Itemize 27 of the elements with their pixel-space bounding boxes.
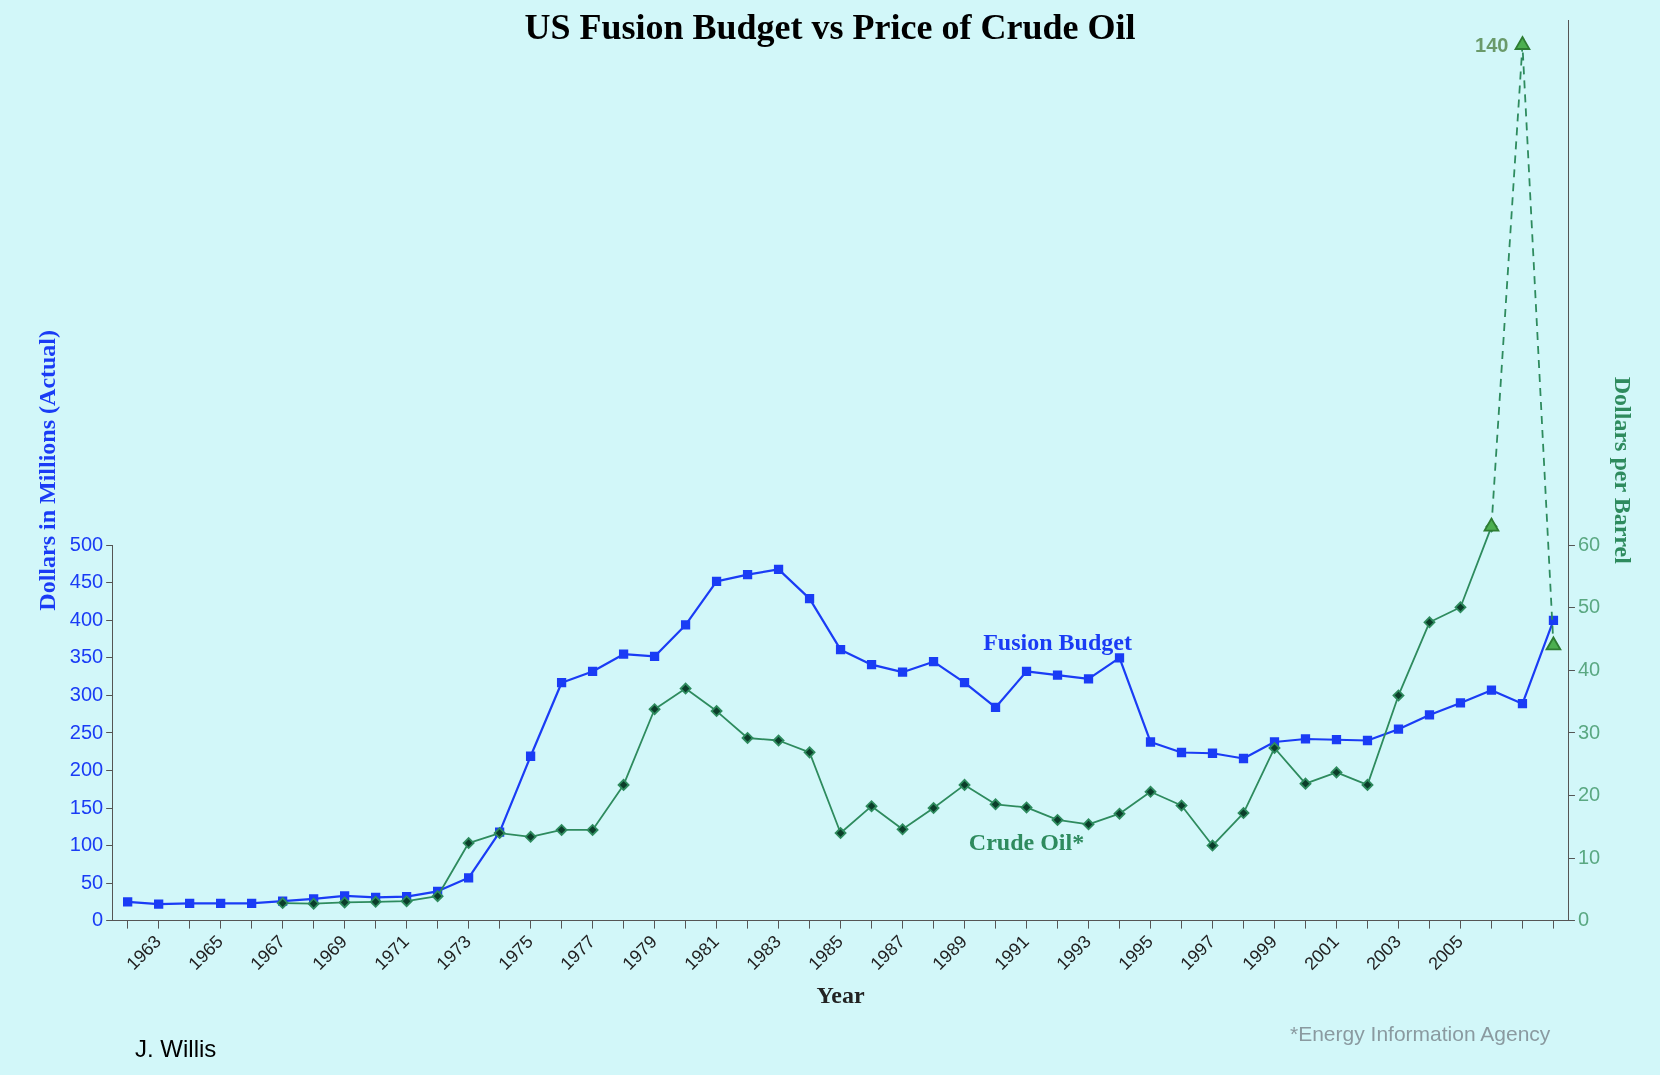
y-tick-label: 400 xyxy=(69,607,104,630)
y-tick-label: 300 xyxy=(69,682,104,705)
text: J. Willis xyxy=(135,1035,217,1063)
y2-tick-label: 0 xyxy=(1577,908,1590,931)
y2-tick-label: 20 xyxy=(1577,783,1601,806)
y2-axis-title: Dollars per Barrel xyxy=(1610,376,1637,565)
data-label: 140 xyxy=(1475,34,1509,57)
y2-tick-label: 30 xyxy=(1577,720,1601,743)
y-tick-label: 450 xyxy=(69,570,104,593)
y-tick-label: 250 xyxy=(69,720,104,743)
y-tick-label: 500 xyxy=(69,532,104,555)
series-label: Fusion Budget xyxy=(983,629,1132,656)
y-tick-label: 100 xyxy=(69,833,104,856)
y-tick-label: 350 xyxy=(69,645,104,668)
y-axis-title: Dollars in Millions (Actual) xyxy=(33,329,60,611)
y-tick-label: 50 xyxy=(80,870,104,893)
series-label: Crude Oil* xyxy=(968,828,1085,855)
chart-title: US Fusion Budget vs Price of Crude Oil xyxy=(524,7,1136,47)
y-tick-label: 150 xyxy=(69,795,104,818)
y-tick-label: 200 xyxy=(69,758,104,781)
y2-tick-label: 40 xyxy=(1577,657,1601,680)
text: *Energy Information Agency xyxy=(1290,1022,1551,1046)
y-tick-label: 0 xyxy=(92,908,104,931)
y2-tick-label: 60 xyxy=(1577,532,1601,555)
y2-tick-label: 10 xyxy=(1577,845,1601,868)
x-axis-title: Year xyxy=(816,981,865,1008)
y2-tick-label: 50 xyxy=(1577,595,1601,618)
